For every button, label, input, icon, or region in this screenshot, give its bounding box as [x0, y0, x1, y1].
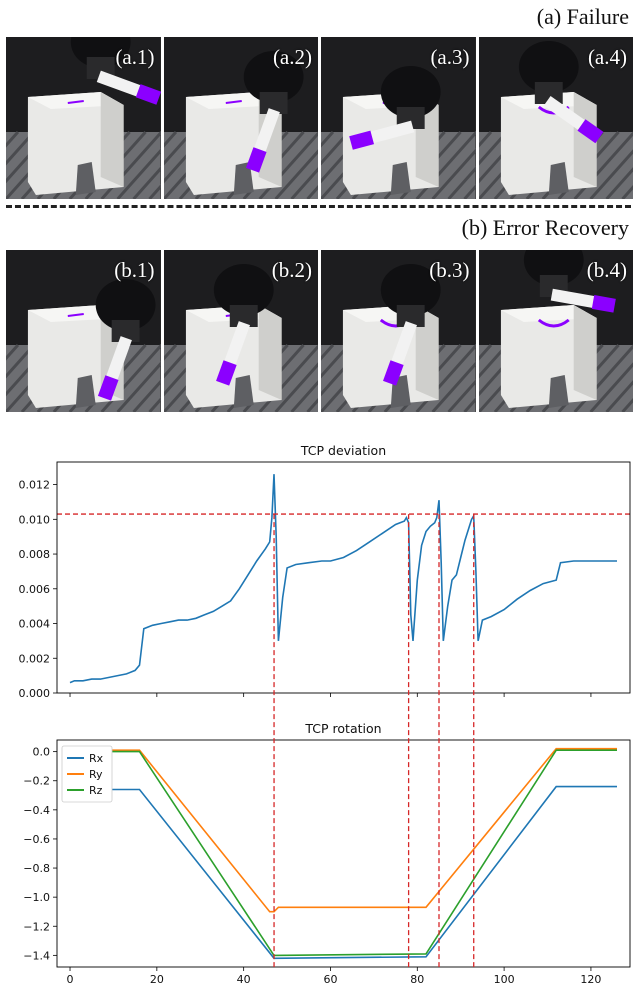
photo-frame-b3: (b.3): [321, 250, 476, 412]
x-tick-label: 60: [323, 973, 337, 986]
y-tick-label: 0.004: [19, 618, 51, 631]
chart-title: TCP rotation: [304, 721, 381, 736]
y-tick-label: −0.4: [23, 804, 50, 817]
frame-label: (b.3): [429, 258, 470, 282]
photo-frame-a1: (a.1): [6, 37, 161, 199]
robot-scene-photo: [6, 37, 161, 199]
legend-box: [61, 745, 113, 803]
y-tick-label: −1.0: [23, 891, 50, 904]
chart-title: TCP deviation: [300, 443, 386, 458]
plot-frame: [56, 739, 631, 968]
frame-label: (b.2): [271, 258, 312, 282]
y-tick-label: 0.012: [19, 479, 51, 492]
legend-label: Ry: [89, 768, 103, 781]
x-tick-label: 100: [494, 973, 515, 986]
x-tick-label: 80: [410, 973, 424, 986]
charts-area: TCP deviation 0.000 0.002 0.004 0.006 0.008 0.…: [19, 443, 631, 986]
series-line-ry: [70, 747, 617, 913]
frame-label: (a.1): [115, 45, 155, 69]
y-tick-label: 0.006: [19, 583, 51, 596]
y-tick-label: 0.002: [19, 652, 51, 665]
y-tick-label: −1.4: [23, 949, 50, 962]
y-tick-label: −0.8: [23, 862, 50, 875]
failure-photo-strip: (a.1) (a.2) (a.3) (a.4): [6, 37, 633, 199]
frame-label: (b.1): [114, 258, 155, 282]
chart-panel-1: TCP deviation 0.000 0.002 0.004 0.006 0.008 0.…: [19, 443, 631, 700]
failure-title: (a) Failure: [536, 4, 629, 29]
y-tick-label: 0.010: [19, 513, 51, 526]
y-tick-label: −0.2: [23, 775, 50, 788]
photo-frame-b1: (b.1): [6, 250, 161, 412]
series-line-rx: [70, 785, 617, 960]
event-markers: [273, 514, 475, 967]
y-tick-label: 0.000: [19, 687, 51, 700]
robot-scene-photo: [478, 37, 633, 199]
y-tick-label: −1.2: [23, 920, 50, 933]
plot-frame: [56, 461, 631, 694]
x-tick-label: 40: [237, 973, 251, 986]
x-tick-label: 120: [580, 973, 601, 986]
photo-frame-a2: (a.2): [163, 37, 318, 199]
legend-label: Rz: [89, 784, 103, 797]
frame-label: (a.2): [272, 45, 312, 69]
x-tick-label: 20: [150, 973, 164, 986]
series-line-rz: [70, 749, 617, 957]
robot-scene-photo: [321, 250, 476, 412]
robot-scene-photo: [478, 250, 633, 412]
frame-label: (a.3): [430, 45, 470, 69]
robot-scene-photo: [321, 37, 476, 199]
recovery-photo-strip: (b.1) (b.2) (b.3) (b.4): [6, 250, 633, 412]
legend-label: Rx: [89, 752, 104, 765]
photo-frame-a3: (a.3): [321, 37, 476, 199]
photo-frame-b4: (b.4): [478, 250, 633, 412]
photo-frame-a4: (a.4): [478, 37, 633, 199]
series-line-1: [69, 474, 617, 684]
robot-scene-photo: [163, 37, 318, 199]
y-tick-label: 0.008: [19, 548, 51, 561]
y-tick-label: −0.6: [23, 833, 50, 846]
x-tick-label: 0: [67, 973, 74, 986]
dashed-divider: [6, 205, 631, 208]
photo-frame-b2: (b.2): [163, 250, 318, 412]
chart-panel-2: TCP rotation 0.0 −0.2 −0.4 −0.6 −0.8 −1.0 −1.2 −…: [23, 721, 631, 986]
frame-label: (a.4): [587, 45, 627, 69]
recovery-title: (b) Error Recovery: [461, 215, 629, 240]
robot-scene-photo: [163, 250, 318, 412]
y-tick-label: 0.0: [33, 746, 51, 759]
frame-label: (b.4): [586, 258, 627, 282]
robot-scene-photo: [6, 250, 161, 412]
